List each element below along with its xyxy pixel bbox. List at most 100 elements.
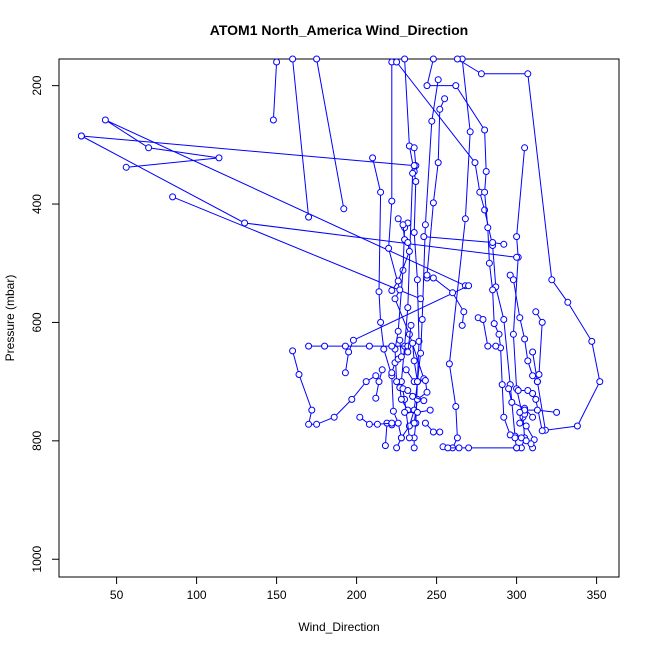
data-point [449, 289, 457, 297]
data-point [372, 394, 380, 402]
x-tick-label: 50 [110, 588, 124, 602]
data-point [409, 169, 417, 177]
data-point [313, 55, 321, 63]
data-point [418, 316, 426, 323]
series-10 [101, 116, 469, 290]
data-point [404, 348, 412, 356]
data-point [532, 308, 540, 316]
data-point [340, 205, 348, 213]
data-point [508, 398, 516, 406]
data-point [524, 70, 532, 78]
data-point [500, 316, 508, 323]
data-point [412, 178, 420, 185]
data-point [452, 82, 460, 90]
data-point [215, 154, 223, 162]
data-point [393, 444, 401, 452]
data-point [452, 403, 460, 410]
data-point [461, 215, 469, 223]
y-tick-label: 600 [30, 312, 44, 332]
data-point [458, 321, 466, 329]
data-point [513, 253, 521, 261]
data-point [394, 419, 402, 427]
data-point [484, 342, 492, 350]
series-line [399, 325, 412, 358]
series-line [292, 58, 310, 218]
data-point [471, 159, 479, 167]
data-point [509, 330, 517, 338]
data-point [521, 144, 529, 152]
data-point [373, 420, 381, 428]
series-1 [445, 55, 474, 452]
data-point [495, 330, 503, 338]
data-point [145, 144, 153, 152]
data-point [409, 339, 417, 347]
data-point [417, 295, 425, 303]
series-25 [423, 274, 468, 329]
data-point [394, 277, 402, 285]
data-point [410, 144, 418, 152]
data-point [413, 378, 421, 386]
data-point [410, 357, 418, 365]
data-point [305, 420, 313, 428]
x-tick-label: 150 [267, 588, 287, 602]
data-point [341, 369, 349, 377]
data-point [389, 407, 397, 415]
data-point [417, 349, 425, 357]
data-point [423, 271, 431, 279]
data-point [375, 378, 383, 386]
data-point [529, 372, 537, 380]
series-26 [423, 95, 449, 279]
data-point [273, 58, 281, 66]
y-axis: 200 400 600 800 1000 [30, 75, 59, 573]
series-34 [439, 443, 521, 452]
data-point [521, 335, 529, 343]
data-point [321, 342, 329, 350]
y-tick-label: 400 [30, 194, 44, 214]
data-point [428, 117, 436, 125]
data-point [529, 413, 537, 421]
data-point [484, 224, 492, 232]
data-point [295, 371, 303, 378]
data-point [548, 276, 556, 284]
data-point [378, 366, 386, 374]
data-point [369, 154, 377, 162]
data-point [529, 348, 537, 356]
series-layer [77, 55, 604, 452]
data-point [305, 213, 313, 221]
data-point [388, 342, 396, 350]
data-point [393, 58, 401, 66]
data-point [522, 437, 530, 445]
data-point [434, 76, 442, 84]
data-point [381, 442, 389, 450]
data-point [345, 348, 353, 356]
data-point [410, 444, 418, 452]
series-line [426, 58, 518, 448]
series-14 [313, 55, 348, 213]
series-line [292, 350, 377, 425]
data-point [479, 316, 487, 323]
data-point [405, 247, 413, 255]
data-point [513, 444, 521, 452]
data-point [500, 240, 508, 248]
data-point [436, 105, 444, 113]
data-point [401, 408, 409, 416]
series-9 [77, 132, 521, 261]
data-point [553, 408, 561, 416]
data-point [397, 395, 405, 403]
data-point [516, 419, 524, 427]
series-33 [514, 387, 546, 435]
data-point [407, 321, 415, 329]
data-point [377, 188, 385, 196]
data-point [410, 419, 418, 427]
data-point [423, 82, 431, 90]
x-tick-label: 250 [427, 588, 447, 602]
y-tick-label: 800 [30, 431, 44, 451]
data-point [529, 390, 537, 397]
series-11 [169, 193, 425, 303]
data-point [348, 395, 356, 403]
series-line [316, 58, 345, 209]
chart-title: ATOM1 North_America Wind_Direction [210, 22, 468, 38]
x-axis-label: Wind_Direction [298, 620, 379, 634]
series-27 [474, 314, 500, 350]
data-point [429, 428, 437, 436]
